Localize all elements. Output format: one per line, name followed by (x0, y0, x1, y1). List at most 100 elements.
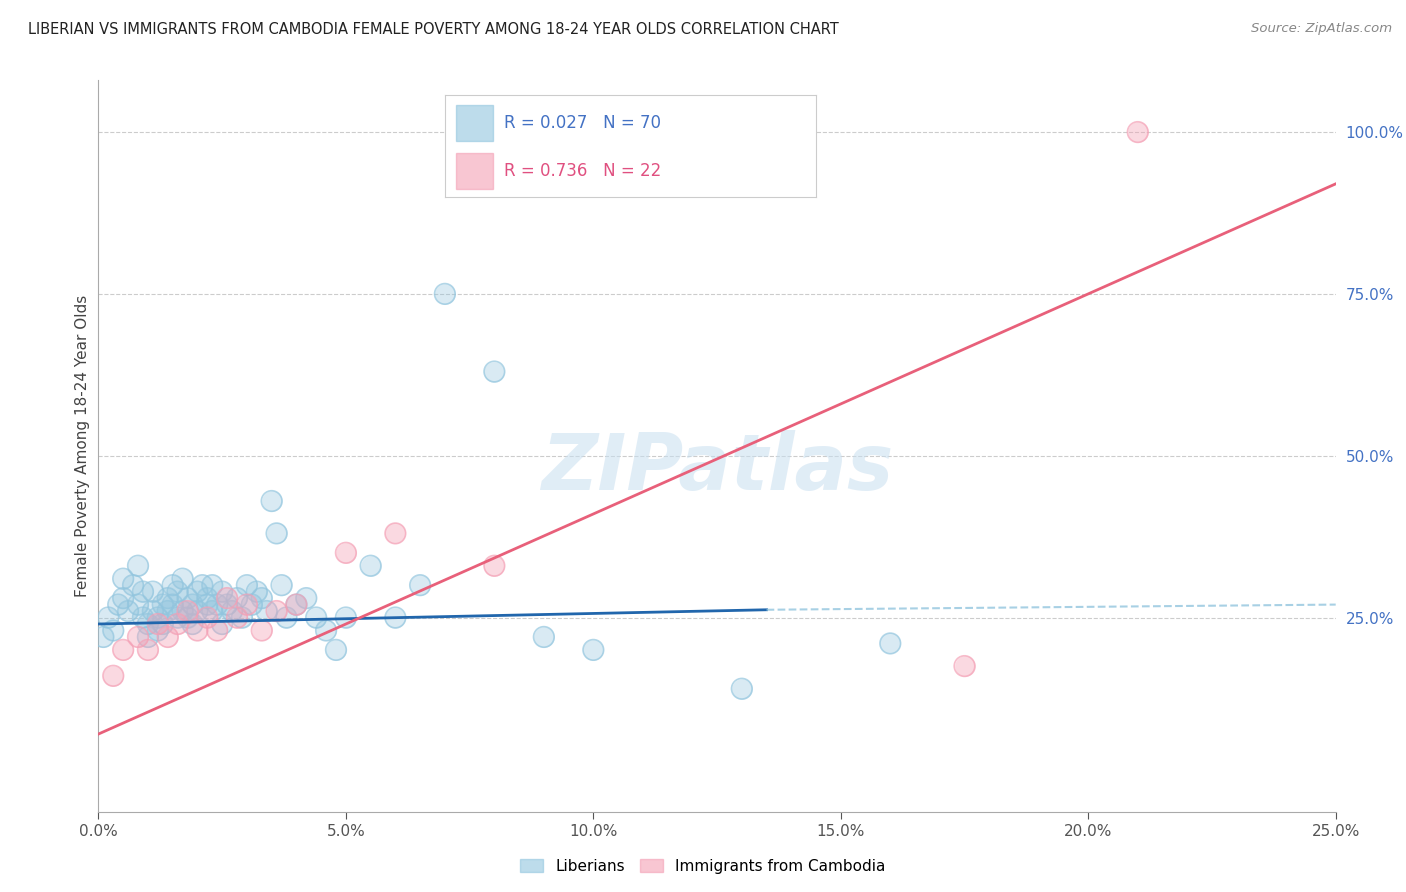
Point (205, 598, 228, 612)
Point (146, 624, 169, 638)
Point (226, 591, 249, 606)
Point (384, 526, 406, 541)
Point (315, 624, 337, 638)
Point (172, 572, 194, 586)
Point (201, 578, 224, 592)
Point (181, 617, 204, 632)
Point (186, 624, 208, 638)
Point (285, 598, 308, 612)
Point (146, 617, 169, 632)
Point (146, 610, 169, 624)
Point (285, 598, 308, 612)
Point (211, 617, 233, 632)
Point (305, 610, 328, 624)
Point (127, 598, 149, 612)
Point (285, 598, 308, 612)
Point (260, 494, 283, 508)
Point (162, 578, 184, 592)
Point (433, 286, 456, 301)
Point (582, 643, 605, 657)
Point (256, 604, 278, 618)
Point (201, 604, 224, 618)
Point (879, 636, 901, 650)
Point (103, 624, 125, 638)
Point (195, 591, 218, 606)
Point (1126, 125, 1149, 139)
Point (166, 584, 188, 599)
Point (533, 630, 555, 644)
Point (226, 610, 249, 624)
Point (236, 578, 259, 592)
Point (122, 578, 145, 592)
Point (117, 604, 139, 618)
Point (97, 610, 120, 624)
Point (172, 604, 194, 618)
Point (176, 591, 198, 606)
Point (731, 681, 754, 696)
Point (127, 598, 149, 612)
Point (217, 598, 239, 612)
Point (236, 598, 259, 612)
Point (156, 630, 179, 644)
Point (162, 578, 184, 592)
Point (152, 617, 174, 632)
Point (953, 659, 976, 673)
Point (384, 610, 406, 624)
Point (240, 598, 263, 612)
Point (112, 591, 135, 606)
Point (112, 643, 135, 657)
Point (127, 630, 149, 644)
Point (1126, 125, 1149, 139)
Point (231, 610, 253, 624)
Point (136, 643, 159, 657)
Point (236, 598, 259, 612)
Point (276, 610, 298, 624)
Point (136, 617, 159, 632)
Point (217, 591, 239, 606)
Point (484, 558, 506, 573)
Point (533, 630, 555, 644)
Point (191, 578, 214, 592)
Point (152, 598, 174, 612)
Point (112, 572, 135, 586)
Point (270, 578, 292, 592)
Point (152, 617, 174, 632)
Point (156, 630, 179, 644)
Point (256, 604, 278, 618)
Point (162, 598, 184, 612)
Point (335, 546, 357, 560)
Point (484, 558, 506, 573)
Point (156, 604, 179, 618)
Point (205, 624, 228, 638)
Point (146, 610, 169, 624)
Legend: Liberians, Immigrants from Cambodia: Liberians, Immigrants from Cambodia (515, 853, 891, 880)
Point (166, 610, 188, 624)
Point (360, 558, 382, 573)
Point (103, 669, 125, 683)
Point (360, 558, 382, 573)
Point (186, 604, 208, 618)
Point (226, 610, 249, 624)
Point (266, 604, 288, 618)
Point (195, 591, 218, 606)
Point (186, 624, 208, 638)
Point (205, 598, 228, 612)
Point (176, 591, 198, 606)
Point (103, 624, 125, 638)
Point (250, 591, 273, 606)
Point (433, 286, 456, 301)
Point (240, 598, 263, 612)
Point (315, 624, 337, 638)
Y-axis label: Female Poverty Among 18-24 Year Olds: Female Poverty Among 18-24 Year Olds (75, 295, 90, 597)
Point (221, 604, 243, 618)
Point (266, 526, 288, 541)
Point (211, 584, 233, 599)
Point (127, 558, 149, 573)
Point (409, 578, 432, 592)
Point (117, 604, 139, 618)
Point (172, 604, 194, 618)
Point (276, 610, 298, 624)
Point (142, 604, 165, 618)
Point (142, 604, 165, 618)
Point (142, 584, 165, 599)
